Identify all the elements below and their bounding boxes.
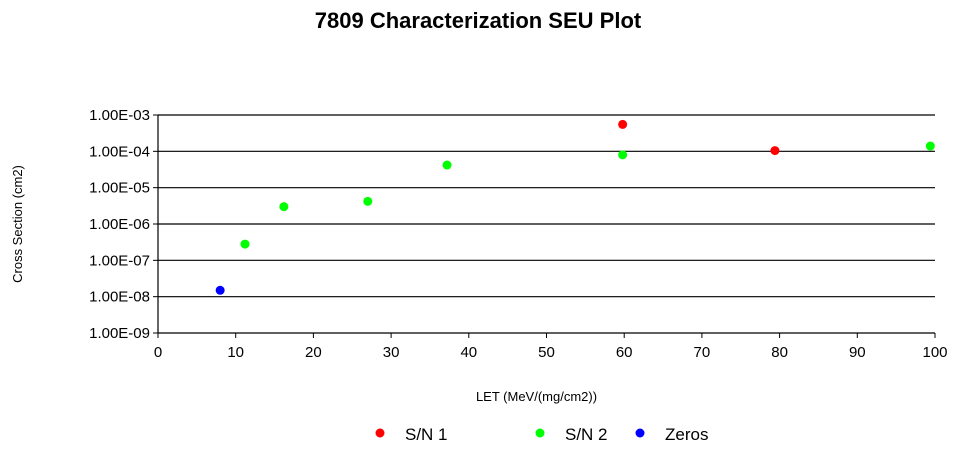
legend-marker: [635, 428, 645, 438]
y-tick-label: 1.00E-06: [89, 216, 150, 233]
y-tick-label: 1.00E-03: [89, 107, 150, 124]
x-tick-label: 80: [771, 344, 788, 361]
legend-label: Zeros: [665, 425, 708, 444]
legend-label: S/N 1: [405, 425, 448, 444]
data-point: [215, 285, 225, 295]
legend: S/N 1 S/N 2 Zeros: [375, 425, 708, 444]
chart-title: 7809 Characterization SEU Plot: [314, 8, 642, 33]
data-point: [770, 146, 780, 156]
legend-label: S/N 2: [565, 425, 608, 444]
x-tick-label: 60: [616, 344, 633, 361]
data-point: [442, 160, 452, 170]
y-tick-label: 1.00E-04: [89, 143, 150, 160]
x-tick-label: 90: [849, 344, 866, 361]
legend-marker: [535, 428, 545, 438]
y-tick-label: 1.00E-08: [89, 289, 150, 306]
x-tick-label: 10: [227, 344, 244, 361]
data-point: [618, 150, 628, 160]
x-tick-label: 70: [694, 344, 711, 361]
x-tick-label: 40: [460, 344, 477, 361]
y-tick-label: 1.00E-07: [89, 252, 150, 269]
x-tick-label: 0: [154, 344, 162, 361]
data-point: [363, 196, 373, 206]
data-point: [618, 119, 628, 129]
x-axis-label: LET (MeV/(mg/cm2)): [476, 389, 597, 404]
y-tick-label: 1.00E-09: [89, 325, 150, 342]
y-tick-label: 1.00E-05: [89, 180, 150, 197]
legend-marker: [375, 428, 385, 438]
x-tick-label: 30: [383, 344, 400, 361]
x-tick-label: 100: [922, 344, 947, 361]
data-point: [925, 141, 935, 151]
x-tick-label: 20: [305, 344, 322, 361]
data-point: [279, 202, 289, 212]
y-axis-label: Cross Section (cm2): [10, 165, 25, 283]
x-tick-label: 50: [538, 344, 555, 361]
data-point: [240, 239, 250, 249]
